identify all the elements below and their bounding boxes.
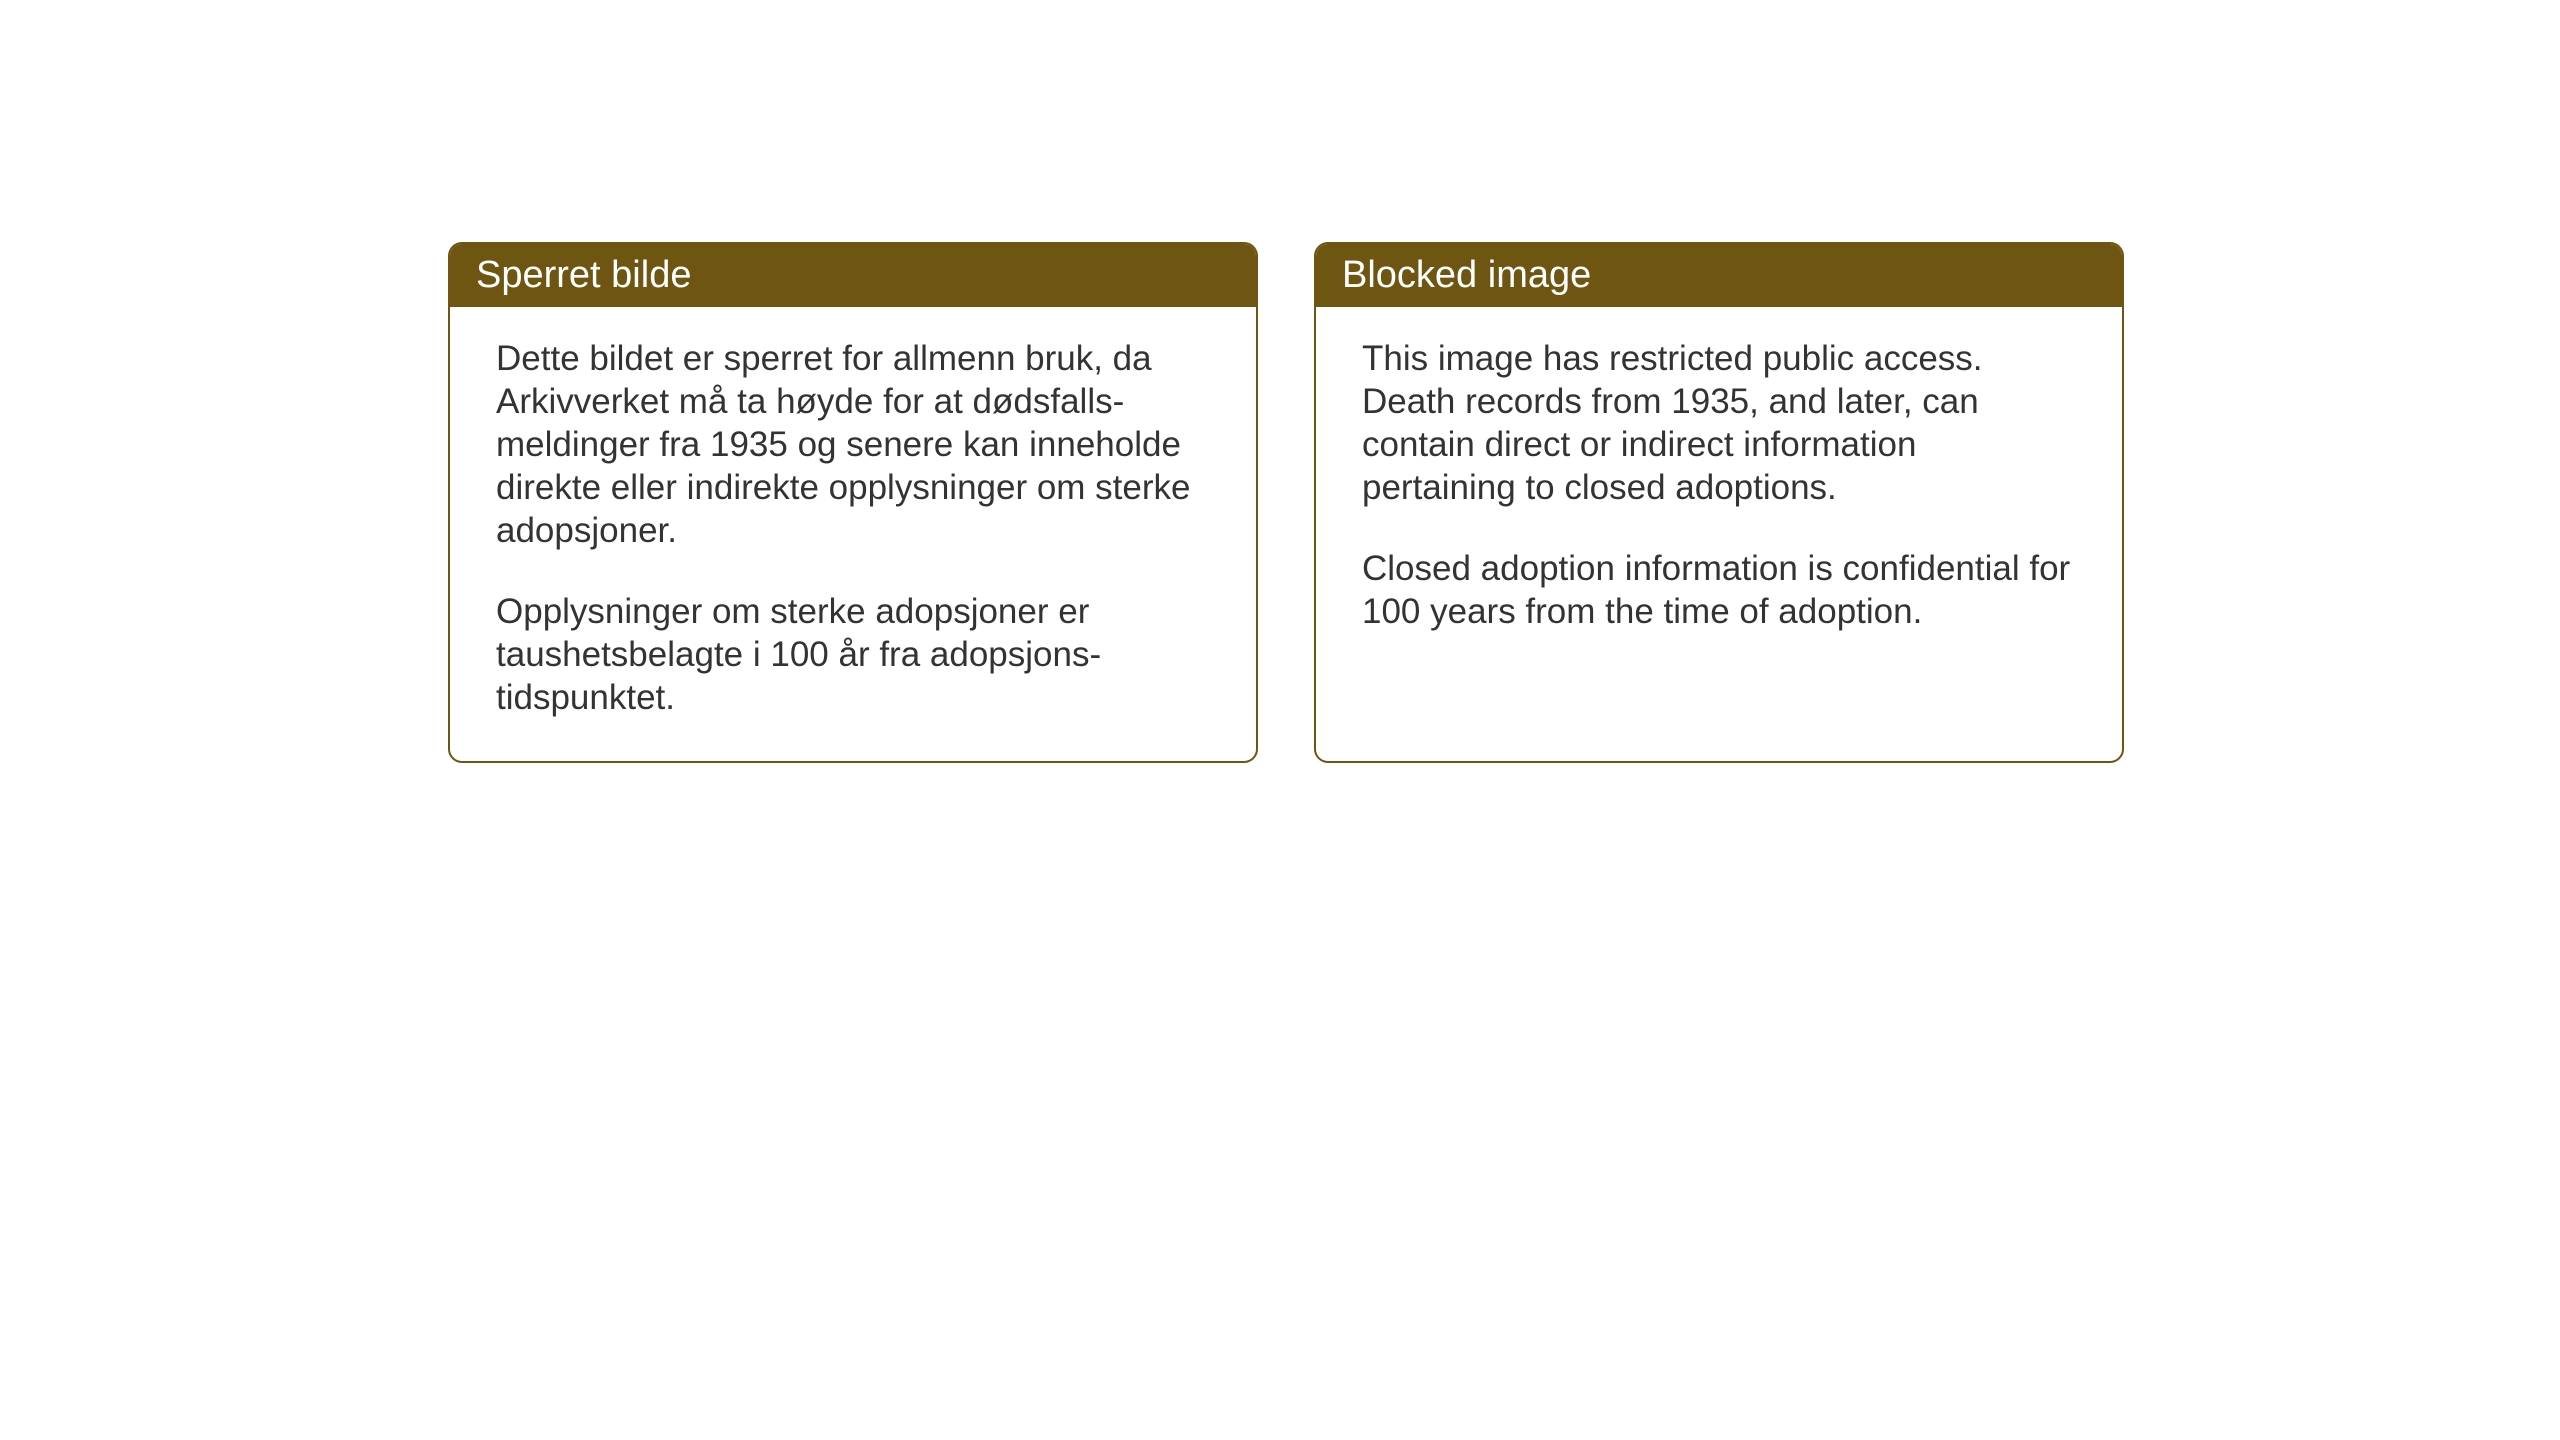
notice-card-norwegian: Sperret bilde Dette bildet er sperret fo… (448, 242, 1258, 763)
notice-container: Sperret bilde Dette bildet er sperret fo… (448, 242, 2124, 763)
card-body-norwegian: Dette bildet er sperret for allmenn bruk… (450, 307, 1256, 761)
card-body-english: This image has restricted public access.… (1316, 307, 2122, 675)
paragraph-1-norwegian: Dette bildet er sperret for allmenn bruk… (496, 337, 1210, 552)
paragraph-1-english: This image has restricted public access.… (1362, 337, 2076, 509)
paragraph-2-english: Closed adoption information is confident… (1362, 547, 2076, 633)
card-header-english: Blocked image (1316, 244, 2122, 307)
card-title-norwegian: Sperret bilde (476, 254, 691, 296)
notice-card-english: Blocked image This image has restricted … (1314, 242, 2124, 763)
paragraph-2-norwegian: Opplysninger om sterke adopsjoner er tau… (496, 590, 1210, 719)
card-header-norwegian: Sperret bilde (450, 244, 1256, 307)
card-title-english: Blocked image (1342, 254, 1591, 296)
